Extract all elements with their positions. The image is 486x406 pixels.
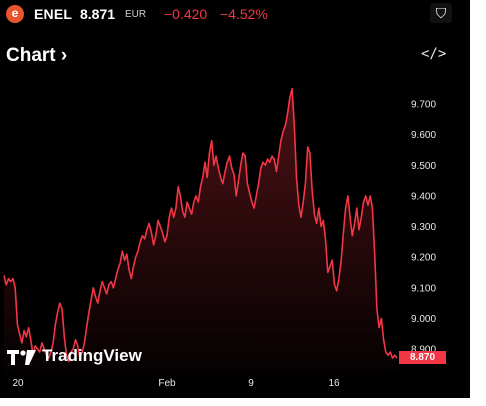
- tradingview-branding[interactable]: TradingView: [6, 345, 176, 367]
- tradingview-wordmark: TradingView: [42, 346, 142, 365]
- embed-code-button[interactable]: </>: [421, 46, 447, 62]
- y-tick-label: 8.900: [411, 345, 436, 356]
- price-area-fill: [4, 88, 397, 372]
- chart-link[interactable]: Chart ›: [6, 45, 67, 67]
- logo-letter: e: [11, 6, 19, 20]
- ticker-change: −0.420: [164, 6, 208, 22]
- y-tick-label: 9.500: [411, 161, 436, 172]
- x-tick-label: 9: [248, 378, 254, 389]
- y-tick-label: 9.400: [411, 191, 436, 202]
- ticker-currency: EUR: [125, 9, 147, 20]
- price-chart[interactable]: 9.700 9.600 9.500 9.400 9.300 9.200 9.100 9.000…: [0, 0, 470, 398]
- gem-icon[interactable]: ⛉: [430, 3, 452, 23]
- ticker-price: 8.871: [80, 6, 116, 22]
- ticker-symbol: ENEL: [34, 6, 73, 22]
- y-tick-label: 9.300: [411, 222, 436, 233]
- y-tick-label: 9.700: [411, 100, 436, 111]
- x-tick-label: 20: [12, 378, 24, 389]
- x-tick-label: Feb: [158, 378, 176, 389]
- chevron-right-icon: ›: [60, 45, 68, 66]
- enel-logo-icon: e: [6, 5, 24, 23]
- x-tick-label: 16: [328, 378, 340, 389]
- last-price-tag: 8.870: [399, 351, 446, 364]
- y-tick-label: 9.100: [411, 283, 436, 294]
- ticker-bar[interactable]: e ENEL 8.871 EUR −0.420 −4.52% ⛉: [0, 0, 470, 28]
- chart-widget: e ENEL 8.871 EUR −0.420 −4.52% ⛉ Chart ›…: [0, 0, 470, 398]
- y-tick-label: 9.000: [411, 314, 436, 325]
- price-line: [3, 87, 398, 363]
- chart-title: Chart: [6, 45, 56, 66]
- ticker-change-percent: −4.52%: [220, 6, 268, 22]
- y-tick-label: 9.200: [411, 253, 436, 264]
- y-tick-label: 9.600: [411, 130, 436, 141]
- tradingview-logo-icon: [7, 350, 36, 365]
